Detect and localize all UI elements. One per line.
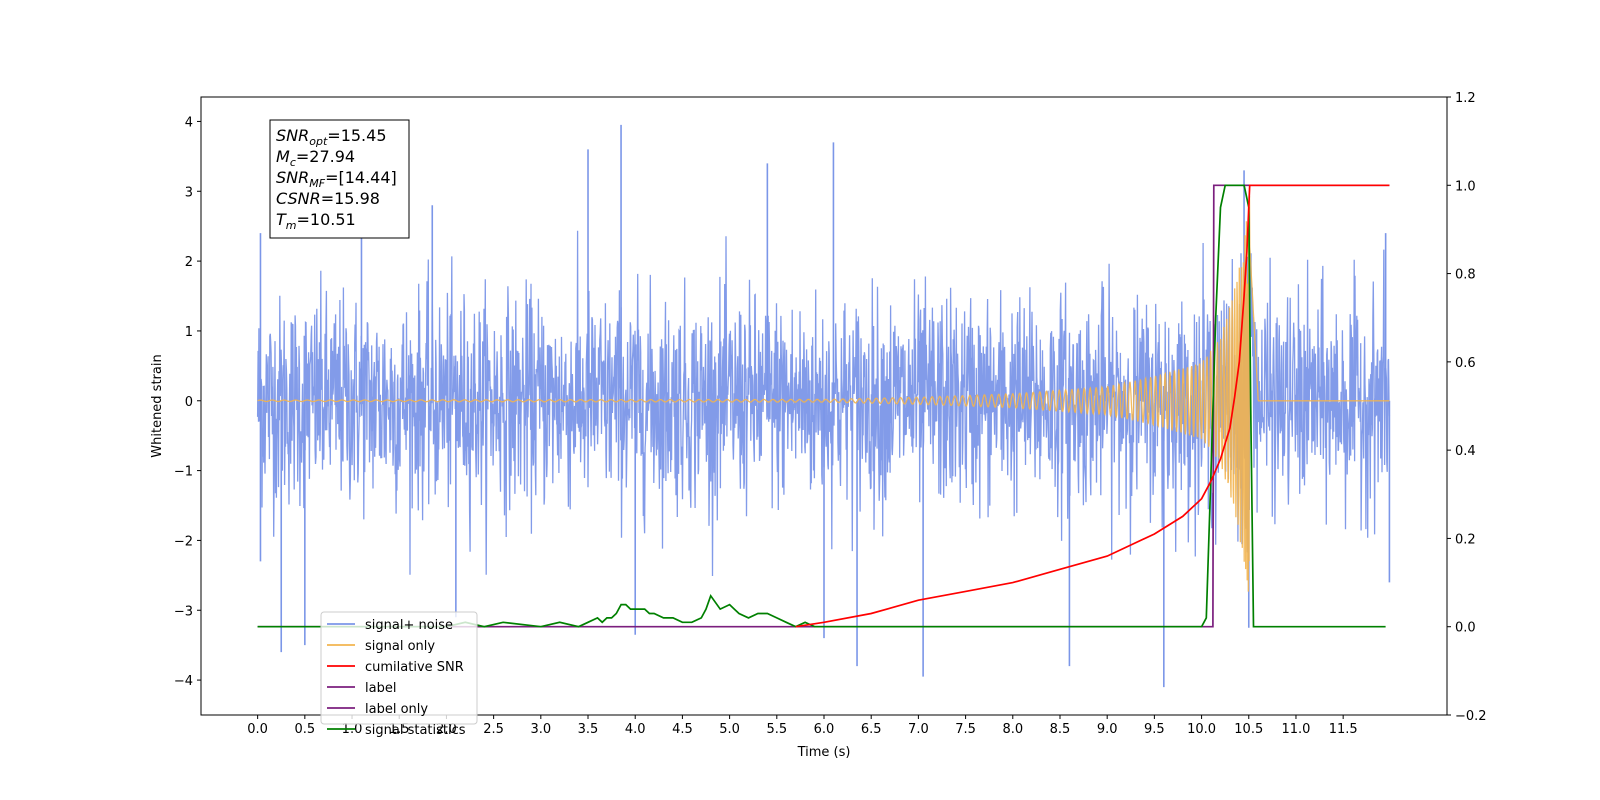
y-left-tick-label: −2 [174, 534, 193, 549]
annotation-line: CSNR=15.98 [276, 189, 380, 208]
y-left-tick-label: −4 [174, 674, 193, 689]
x-tick-label: 5.5 [766, 722, 787, 737]
legend-frame [320, 611, 478, 725]
x-tick-label: 6.5 [861, 722, 882, 737]
legend-label: signal statistics [365, 723, 466, 738]
x-tick-label: 2.0 [436, 722, 457, 737]
x-tick-label: 2.5 [483, 722, 504, 737]
y-right-tick-label: 0.6 [1455, 356, 1476, 371]
x-tick-label: 0.0 [247, 722, 268, 737]
x-tick-label: 4.0 [625, 722, 646, 737]
x-tick-label: 10.5 [1234, 722, 1263, 737]
y-right-tick-label: 0.2 [1455, 532, 1476, 547]
x-tick-label: 10.0 [1187, 722, 1216, 737]
x-tick-label: 9.5 [1144, 722, 1165, 737]
signal-only-series [257, 196, 1390, 592]
legend: signal+ noise signal only cumilative SNR la… [320, 611, 478, 738]
x-tick-label: 8.0 [1002, 722, 1023, 737]
y-axis-left: −4 −3 −2 −1 0 1 2 3 4 [174, 115, 201, 689]
y-right-tick-label: −0.2 [1455, 709, 1487, 724]
y-axis-label: Whitened strain [150, 354, 165, 457]
y-left-tick-label: 1 [185, 325, 193, 340]
y-left-tick-label: 3 [185, 185, 193, 200]
legend-label: label only [365, 702, 428, 717]
x-tick-label: 11.5 [1329, 722, 1358, 737]
x-tick-label: 11.0 [1281, 722, 1310, 737]
y-left-tick-label: 0 [185, 395, 193, 410]
y-right-tick-label: 0.0 [1455, 621, 1476, 636]
x-tick-label: 9.0 [1097, 722, 1118, 737]
annotation-box: SNRopt=15.45Mc=27.94SNRMF=[14.44]CSNR=15… [269, 119, 410, 239]
x-tick-label: 7.0 [908, 722, 929, 737]
y-right-tick-label: 1.0 [1455, 179, 1476, 194]
x-tick-label: 3.0 [530, 722, 551, 737]
plot-area [256, 124, 1391, 688]
y-right-tick-label: 1.2 [1455, 91, 1476, 106]
x-tick-label: 6.0 [814, 722, 835, 737]
signal-statistics-line [257, 184, 1386, 628]
y-axis-right: −0.2 0.0 0.2 0.4 0.6 0.8 1.0 1.2 [1447, 91, 1487, 724]
y-left-tick-label: 2 [185, 255, 193, 270]
y-right-tick-label: 0.8 [1455, 268, 1476, 283]
y-left-tick-label: −1 [174, 465, 193, 480]
x-tick-label: 1.5 [389, 722, 410, 737]
x-axis-label: Time (s) [797, 745, 851, 760]
y-left-tick-label: −3 [174, 604, 193, 619]
y-right-tick-label: 0.4 [1455, 444, 1476, 459]
signal-statistics-series [257, 184, 1386, 628]
annotation-line: SNRMF=[14.44] [276, 168, 397, 190]
legend-label: label [365, 681, 396, 696]
legend-label: cumilative SNR [365, 660, 464, 675]
annotation-frame [269, 119, 410, 239]
x-tick-label: 8.5 [1050, 722, 1071, 737]
annotation-line: SNRopt=15.45 [276, 126, 387, 148]
annotation-line: Tm=10.51 [276, 210, 356, 232]
x-tick-label: 7.5 [955, 722, 976, 737]
x-tick-label: 5.0 [719, 722, 740, 737]
x-tick-label: 0.5 [294, 722, 315, 737]
y-left-tick-label: 4 [185, 115, 193, 130]
x-tick-label: 4.5 [672, 722, 693, 737]
legend-label: signal only [365, 639, 435, 654]
signal-only-line [257, 196, 1390, 592]
cumulative-snr-line [795, 184, 1390, 628]
x-axis: 0.0 0.5 1.0 1.5 2.0 2.5 3.0 3.5 4.0 4.5 5.0 5.5 6.0 6… [247, 715, 1358, 737]
annotation-line: Mc=27.94 [276, 147, 355, 169]
x-tick-label: 3.5 [578, 722, 599, 737]
cumulative-snr-series [795, 184, 1390, 628]
legend-label: signal+ noise [365, 618, 453, 633]
